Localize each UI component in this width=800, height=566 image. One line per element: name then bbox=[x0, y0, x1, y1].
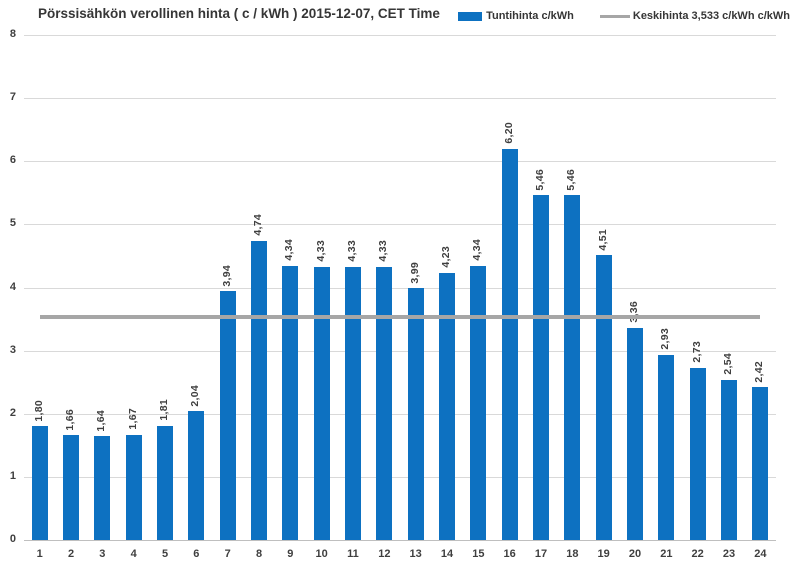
x-tick-label: 6 bbox=[193, 548, 200, 560]
bar-value-label: 1,66 bbox=[64, 408, 76, 431]
bar bbox=[63, 435, 79, 540]
bar bbox=[627, 327, 643, 540]
y-tick-label: 0 bbox=[9, 533, 16, 545]
x-tick-label: 8 bbox=[255, 548, 263, 560]
bar-value-label: 2,54 bbox=[722, 353, 734, 375]
legend-line-swatch bbox=[599, 14, 630, 18]
bar bbox=[658, 355, 675, 540]
bar bbox=[407, 288, 424, 540]
gridline bbox=[24, 224, 776, 226]
bar-value-label: 3,36 bbox=[628, 301, 640, 323]
x-tick-label: 1 bbox=[36, 548, 43, 560]
bar bbox=[219, 291, 236, 540]
bar-value-label: 4,33 bbox=[377, 240, 390, 262]
x-tick-label: 22 bbox=[691, 548, 704, 560]
y-tick-label: 6 bbox=[9, 154, 16, 167]
bar-value-label: 1,67 bbox=[126, 407, 139, 430]
bar bbox=[282, 266, 299, 540]
x-tick-label: 24 bbox=[754, 548, 767, 560]
bar bbox=[31, 426, 48, 540]
bar bbox=[188, 411, 205, 540]
bar-value-label: 4,74 bbox=[252, 214, 264, 236]
x-axis-line bbox=[24, 540, 776, 541]
x-tick-label: 14 bbox=[440, 548, 454, 560]
legend-bar-swatch bbox=[458, 11, 483, 21]
bar-value-label: 4,34 bbox=[283, 239, 296, 262]
legend: Tuntihinta c/kWh Keskihinta 3,533 c/kWh … bbox=[458, 10, 790, 22]
bar-value-label: 1,64 bbox=[95, 409, 108, 432]
bar-value-label: 6,20 bbox=[502, 121, 515, 144]
x-tick-label: 18 bbox=[566, 548, 579, 560]
x-tick-label: 4 bbox=[130, 548, 137, 560]
legend-series-label: Tuntihinta c/kWh bbox=[486, 10, 574, 22]
gridline bbox=[24, 35, 776, 36]
x-tick-label: 3 bbox=[99, 548, 106, 560]
x-tick-label: 20 bbox=[628, 548, 642, 560]
bar bbox=[689, 367, 706, 540]
bar bbox=[345, 266, 361, 540]
x-tick-label: 16 bbox=[503, 548, 516, 560]
bar-value-label: 1,81 bbox=[158, 399, 170, 421]
bar bbox=[501, 148, 518, 540]
bar bbox=[94, 436, 111, 540]
bar-value-label: 4,33 bbox=[346, 240, 358, 262]
y-tick-label: 4 bbox=[9, 280, 16, 293]
bar-value-label: 3,99 bbox=[408, 261, 421, 284]
x-tick-label: 19 bbox=[597, 548, 610, 560]
gridline bbox=[24, 476, 776, 478]
y-tick-label: 8 bbox=[9, 28, 16, 40]
y-tick-label: 5 bbox=[9, 217, 16, 230]
bar bbox=[251, 240, 267, 540]
bar-value-label: 4,23 bbox=[440, 246, 452, 268]
x-tick-label: 23 bbox=[722, 548, 736, 560]
bar bbox=[721, 379, 737, 540]
x-tick-label: 10 bbox=[315, 548, 328, 560]
bar-value-label: 2,42 bbox=[753, 360, 766, 383]
y-tick-label: 2 bbox=[9, 406, 16, 419]
bar bbox=[752, 387, 769, 540]
average-price-line bbox=[39, 314, 761, 319]
gridline bbox=[24, 161, 776, 163]
chart-title: Pörssisähkön verollinen hinta ( c / kWh … bbox=[38, 6, 440, 21]
bar-value-label: 4,34 bbox=[471, 239, 484, 262]
bar-value-label: 4,51 bbox=[596, 228, 609, 251]
bar-value-label: 2,73 bbox=[690, 341, 703, 363]
bar bbox=[157, 425, 173, 540]
gridline bbox=[24, 98, 776, 100]
bar bbox=[470, 266, 487, 540]
bar-value-label: 4,33 bbox=[314, 240, 327, 262]
y-tick-label: 1 bbox=[9, 469, 16, 482]
bar-value-label: 5,46 bbox=[565, 168, 578, 191]
x-tick-label: 13 bbox=[409, 548, 422, 560]
bar-value-label: 3,94 bbox=[220, 264, 233, 287]
x-tick-label: 9 bbox=[287, 548, 294, 560]
bar-value-label: 5,46 bbox=[534, 168, 546, 191]
plot-area: 1,80 1,66 1,64 1,67 1,81 2,04 3,94 4,74 4,34 4,33… bbox=[24, 35, 776, 541]
y-tick-label: 3 bbox=[9, 343, 16, 356]
x-tick-label: 17 bbox=[534, 548, 548, 560]
bar bbox=[533, 195, 549, 540]
bar bbox=[376, 266, 393, 540]
x-tick-label: 15 bbox=[472, 548, 485, 560]
gridline bbox=[24, 413, 776, 415]
bar bbox=[564, 195, 581, 540]
bar-value-label: 1,80 bbox=[32, 399, 45, 422]
x-tick-label: 12 bbox=[378, 548, 391, 560]
x-tick-label: 11 bbox=[347, 548, 359, 560]
bar bbox=[595, 255, 612, 540]
y-tick-label: 7 bbox=[9, 91, 16, 104]
legend-average-label: Keskihinta 3,533 c/kWh c/kWh bbox=[632, 10, 790, 22]
bar bbox=[313, 266, 330, 540]
gridline bbox=[24, 287, 776, 289]
x-tick-label: 5 bbox=[161, 548, 169, 560]
bar-value-label: 2,93 bbox=[659, 328, 672, 351]
bar bbox=[439, 272, 455, 540]
x-tick-label: 2 bbox=[67, 548, 75, 560]
bar-value-label: 2,04 bbox=[189, 384, 202, 407]
x-tick-label: 21 bbox=[660, 548, 673, 560]
bar bbox=[125, 434, 142, 540]
x-tick-label: 7 bbox=[224, 548, 231, 560]
gridline bbox=[24, 350, 776, 352]
